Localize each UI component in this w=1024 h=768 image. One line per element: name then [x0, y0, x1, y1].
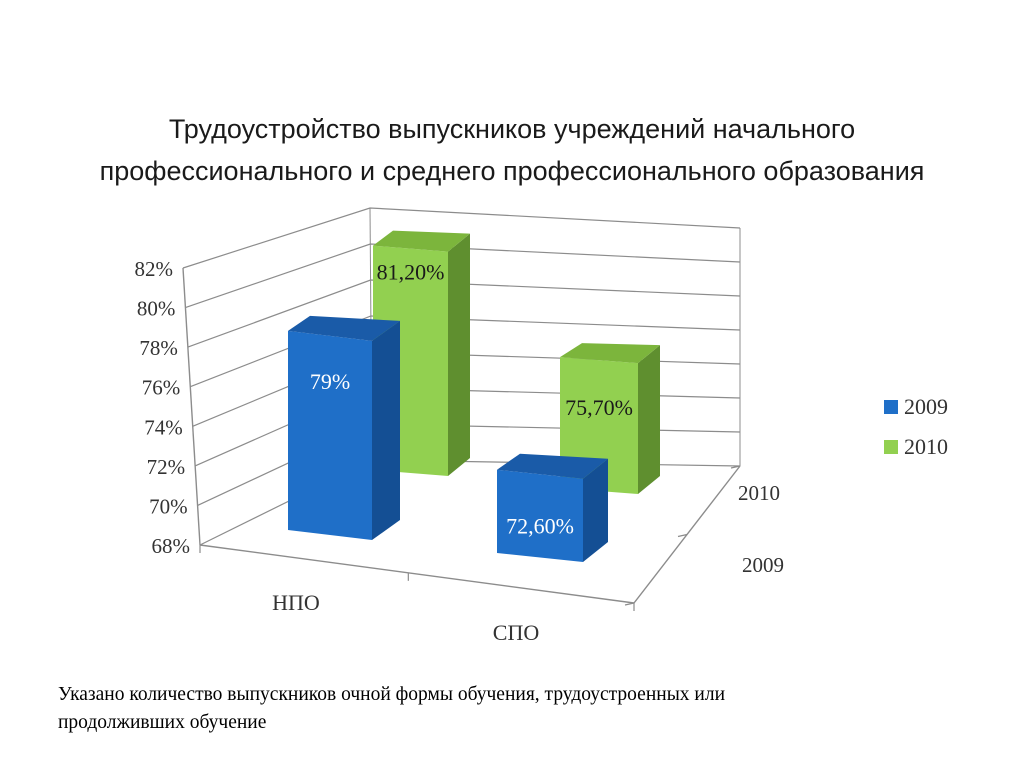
y-tick-label: 74%	[144, 415, 183, 439]
footnote: Указано количество выпускников очной фор…	[58, 681, 988, 737]
x-category-label: СПО	[493, 620, 539, 645]
depth-tick	[730, 465, 741, 469]
chart-title-line-1: Трудоустройство выпускников учреждений н…	[168, 114, 856, 144]
legend-swatch-2009	[884, 400, 898, 414]
bar-2010-top	[373, 230, 470, 252]
depth-category-label: 2009	[742, 553, 784, 577]
legend-swatch-2010	[884, 440, 898, 454]
data-label: 75,70%	[565, 395, 633, 420]
y-tick-label: 76%	[142, 376, 181, 400]
data-label: 79%	[310, 369, 350, 394]
depth-category-label: 2010	[738, 481, 780, 505]
bar-2009-top	[497, 453, 608, 479]
y-tick-label: 80%	[137, 297, 176, 321]
bar-2009-side	[583, 458, 608, 562]
bar-2009-front	[288, 330, 372, 540]
y-tick-label: 72%	[147, 455, 186, 479]
y-tick-label: 82%	[135, 257, 174, 281]
y-tick-label: 78%	[139, 336, 178, 360]
bar-2009-front	[497, 469, 583, 562]
chart-title-line-2: профессионального и среднего профессиона…	[99, 156, 925, 186]
data-label: 72,60%	[506, 514, 574, 539]
footnote-line-2: продолживших обучение	[58, 712, 267, 733]
bar-2010-top	[560, 343, 660, 364]
chart-title: Трудоустройство выпускников учреждений н…	[0, 108, 1024, 192]
depth-tick	[677, 533, 688, 538]
bar-2009-top	[288, 315, 400, 341]
bar-2010-side	[638, 345, 660, 494]
footnote-line-1: Указано количество выпускников очной фор…	[58, 684, 726, 705]
bar-2009-side	[372, 320, 400, 540]
y-tick-label: 68%	[152, 534, 191, 558]
legend-label: 2009	[904, 394, 948, 419]
y-tick-label: 70%	[149, 494, 188, 518]
bar-2010-side	[448, 233, 470, 476]
legend-label: 2010	[904, 434, 948, 459]
depth-tick	[624, 602, 635, 606]
x-axis	[199, 544, 635, 604]
data-label: 81,20%	[377, 260, 445, 285]
x-category-label: НПО	[272, 590, 320, 615]
y-axis	[182, 267, 201, 546]
